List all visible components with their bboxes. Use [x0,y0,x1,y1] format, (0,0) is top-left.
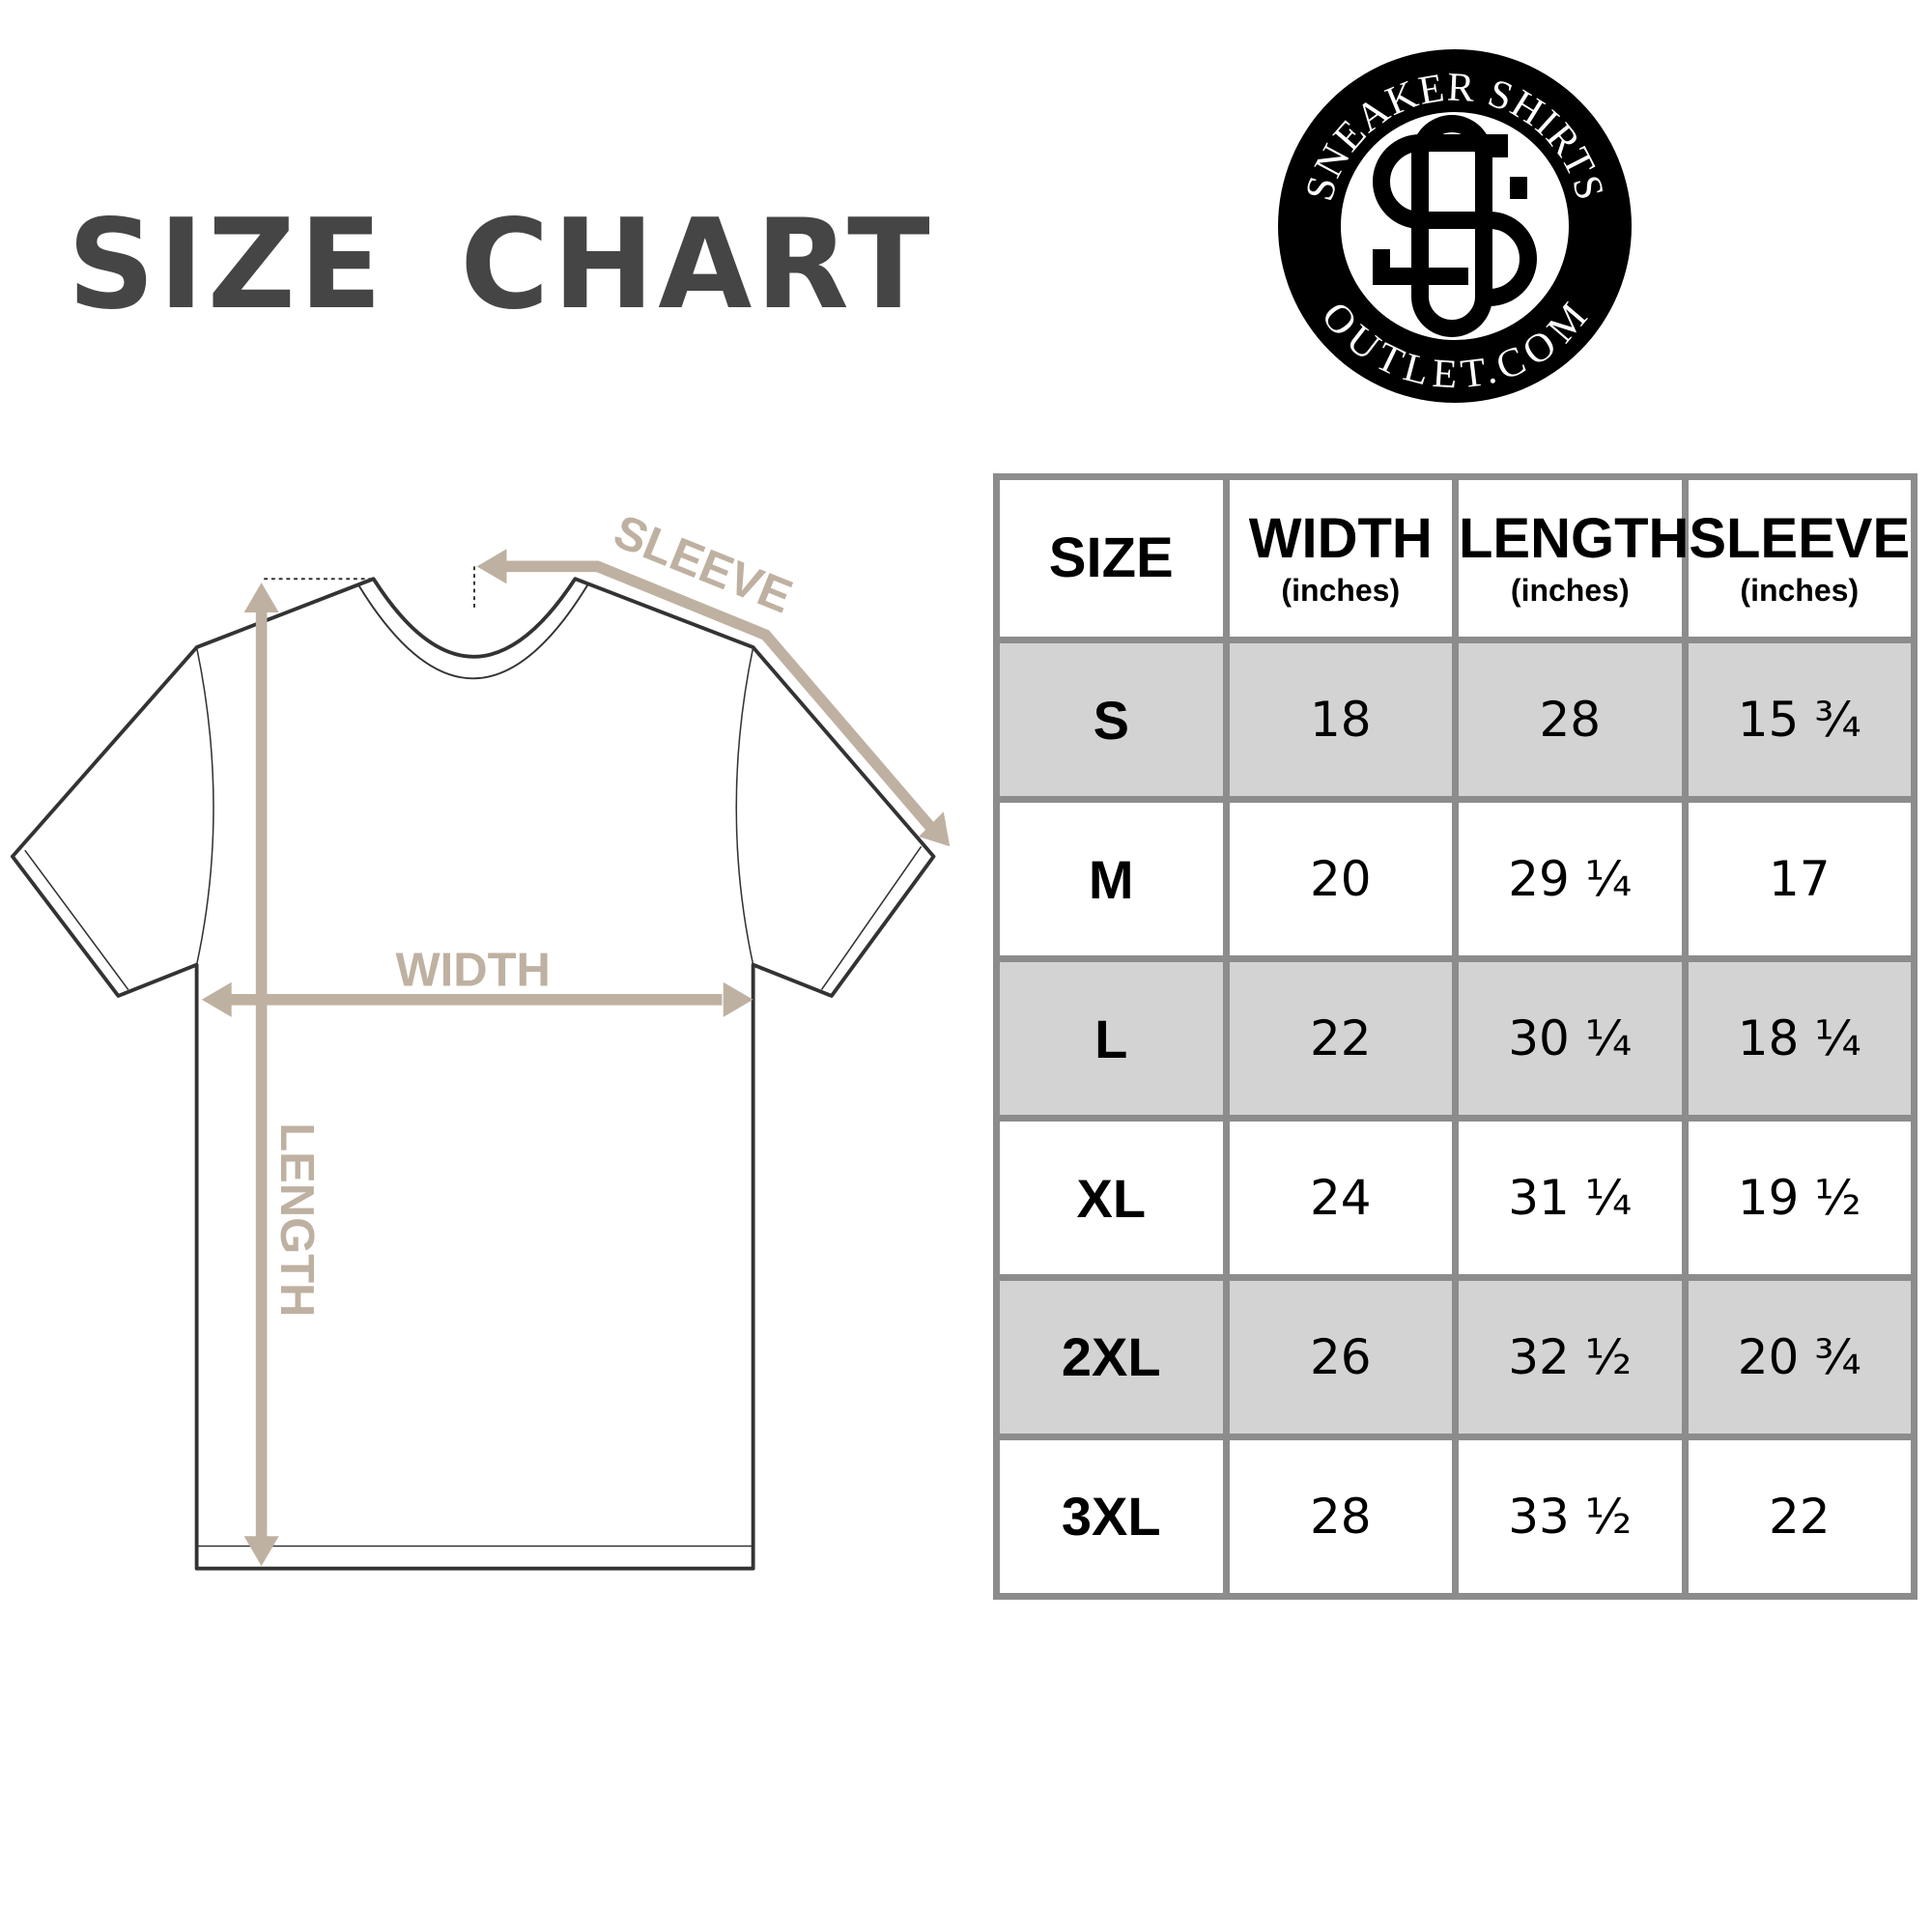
length-cell: 33 ½ [1452,1433,1689,1601]
table-row: 3XL 28 33 ½ 22 [993,1433,1918,1601]
table-row: L 22 30 ¼ 18 ¼ [993,955,1918,1122]
table-row: 2XL 26 32 ½ 20 ¾ [993,1274,1918,1440]
monogram-icon [1373,115,1537,337]
header-length: LENGTH (inches) [1452,472,1689,644]
page-title: SIZE CHART [68,193,934,337]
collar-inner [357,584,589,680]
table-row: S 18 28 15 ¾ [993,637,1918,804]
header-size: SIZE [993,472,1230,644]
width-cell: 20 [1222,796,1459,963]
sleeve-cell: 18 ¼ [1681,955,1918,1122]
length-label: LENGTH [270,1122,323,1317]
sleeve-arrow [503,560,936,832]
width-cell: 18 [1222,637,1459,804]
size-cell: L [993,955,1230,1122]
size-cell: M [993,796,1230,963]
width-label: WIDTH [395,945,550,997]
table-header-row: SIZE WIDTH (inches) LENGTH (inches) SLEEVE… [993,472,1918,644]
shirt-outline [10,577,936,1571]
sleeve-cell: 22 [1681,1433,1918,1601]
width-cell: 26 [1222,1274,1459,1440]
table-row: M 20 29 ¼ 17 [993,796,1918,963]
sleeve-cell: 19 ½ [1681,1115,1918,1281]
width-cell: 28 [1222,1433,1459,1601]
sleeve-cell: 20 ¾ [1681,1274,1918,1440]
size-cell: S [993,637,1230,804]
sleeve-cell: 15 ¾ [1681,637,1918,804]
size-table: SIZE WIDTH (inches) LENGTH (inches) SLEEVE… [993,472,1918,1601]
length-cell: 28 [1452,637,1689,804]
sleeve-cell: 17 [1681,796,1918,963]
length-cell: 32 ½ [1452,1274,1689,1440]
header-sleeve: SLEEVE (inches) [1681,472,1918,644]
size-cell: 3XL [993,1433,1230,1601]
width-cell: 24 [1222,1115,1459,1281]
header-width: WIDTH (inches) [1222,472,1459,644]
length-cell: 29 ¼ [1452,796,1689,963]
table-row: XL 24 31 ¼ 19 ½ [993,1115,1918,1281]
length-cell: 31 ¼ [1452,1115,1689,1281]
size-cell: 2XL [993,1274,1230,1440]
length-cell: 30 ¼ [1452,955,1689,1122]
size-cell: XL [993,1115,1230,1281]
sneaker-shirts-outlet-logo: SNEAKER SHIRTS OUTLET.COM [1278,49,1632,403]
width-cell: 22 [1222,955,1459,1122]
